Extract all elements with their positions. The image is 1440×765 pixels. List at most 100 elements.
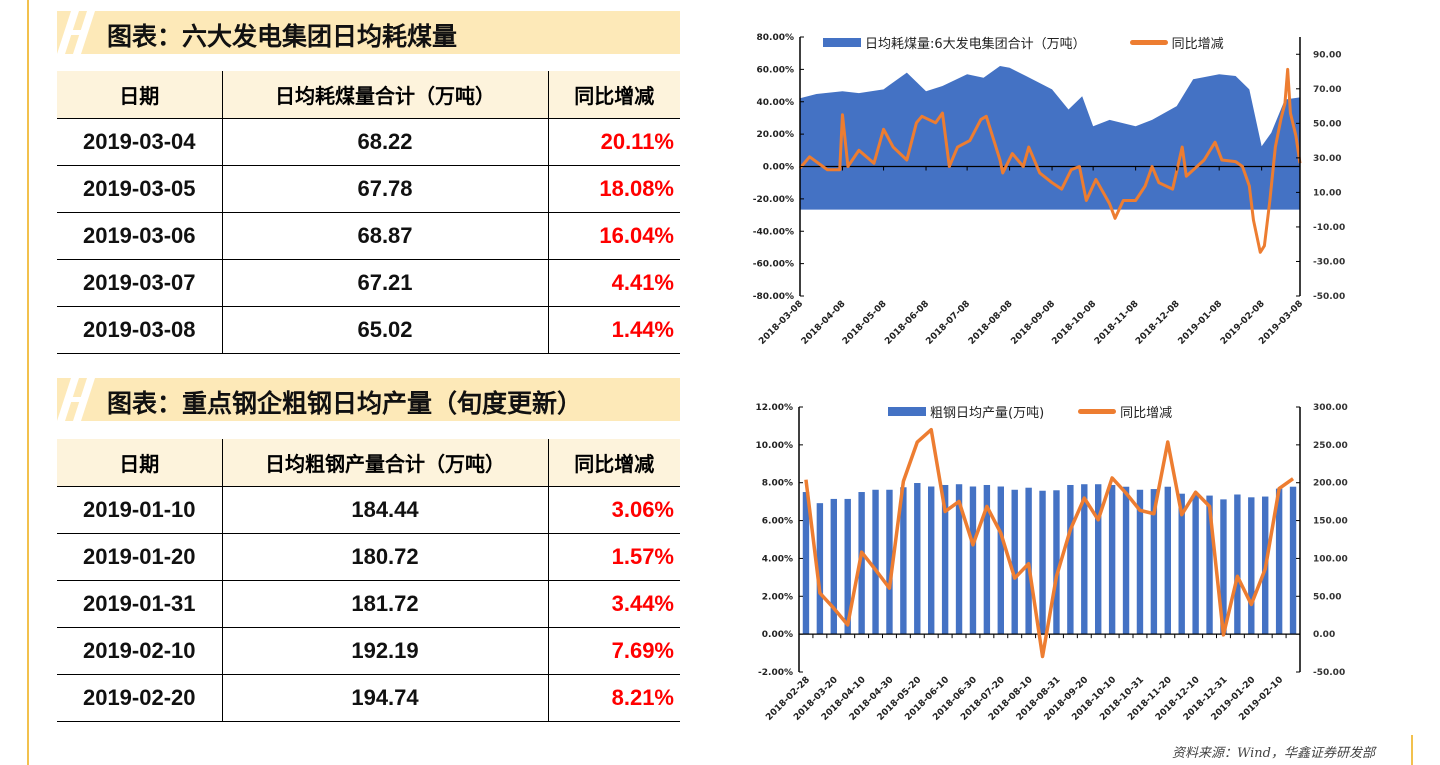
value-cell: 180.72 bbox=[221, 533, 548, 581]
table-row: 2019-03-05 67.78 18.08% bbox=[57, 165, 680, 213]
table-row: 2019-03-06 68.87 16.04% bbox=[57, 212, 680, 260]
chart1-legend: 日均耗煤量:6大发电集团合计（万吨） 同比增减 bbox=[823, 33, 1224, 52]
steel-table: 日期 日均粗钢产量合计（万吨） 同比增减 2019-01-10 184.44 3.0… bbox=[57, 439, 680, 722]
date-cell: 2019-02-20 bbox=[57, 674, 222, 722]
right-tick-label: 0.00 bbox=[1313, 630, 1335, 640]
x-tick-label: 2018-08-08 bbox=[967, 299, 1015, 347]
table-row: 2019-02-20 194.74 8.21% bbox=[57, 674, 680, 722]
yoy-cell: 1.57% bbox=[547, 533, 680, 581]
table-row: 2019-01-31 181.72 3.44% bbox=[57, 580, 680, 628]
table-row: 2019-01-20 180.72 1.57% bbox=[57, 533, 680, 581]
left-tick-label: -2.00% bbox=[758, 668, 793, 678]
right-tick-label: 250.00 bbox=[1313, 441, 1348, 451]
steel-output-bar bbox=[983, 484, 991, 635]
legend-swatch-area bbox=[823, 38, 861, 47]
right-tick-label: 150.00 bbox=[1313, 517, 1348, 527]
right-tick-label: 90.00 bbox=[1313, 50, 1341, 60]
steel-output-bar bbox=[914, 483, 921, 635]
date-cell: 2019-03-04 bbox=[57, 118, 222, 166]
left-tick-label: 10.00% bbox=[756, 441, 794, 451]
yoy-cell: 8.21% bbox=[547, 674, 680, 722]
header-yoy: 同比增减 bbox=[547, 439, 680, 487]
steel-output-bar bbox=[1164, 486, 1171, 635]
legend-swatch-line bbox=[1129, 40, 1168, 45]
right-tick-label: 50.00 bbox=[1313, 119, 1341, 129]
steel-output-bar bbox=[816, 503, 824, 635]
legend-label: 同比增减 bbox=[1171, 37, 1224, 52]
right-tick-label: -50.00 bbox=[1313, 668, 1345, 678]
steel-output-bar bbox=[886, 489, 893, 635]
x-tick-label: 2018-12-08 bbox=[1134, 299, 1182, 347]
left-tick-label: 12.00% bbox=[756, 403, 794, 413]
yoy-cell: 18.08% bbox=[547, 165, 680, 213]
table-header-row: 日期 日均耗煤量合计（万吨） 同比增减 bbox=[57, 71, 680, 119]
chart2-legend: 粗钢日均产量(万吨) 同比增减 bbox=[888, 402, 1172, 421]
steel-output-bar bbox=[844, 498, 851, 635]
steel-output-bar bbox=[1108, 484, 1116, 635]
right-tick-label: -30.00 bbox=[1313, 257, 1345, 267]
date-cell: 2019-01-10 bbox=[57, 486, 222, 534]
x-tick-label: 2019-01-08 bbox=[1177, 299, 1225, 347]
left-tick-label: 8.00% bbox=[762, 479, 793, 489]
left-tick-label: 60.00% bbox=[757, 65, 795, 75]
source-note: 资料来源：Wind，华鑫证券研发部 bbox=[1172, 746, 1375, 761]
date-cell: 2019-01-20 bbox=[57, 533, 222, 581]
steel-output-bar bbox=[1039, 490, 1046, 635]
date-cell: 2019-03-08 bbox=[57, 306, 222, 354]
yoy-cell: 3.44% bbox=[547, 580, 680, 628]
left-tick-label: 2.00% bbox=[762, 592, 793, 602]
steel-output-bar bbox=[928, 486, 935, 635]
steel-output-bar bbox=[1136, 489, 1144, 635]
x-tick-label: 2018-03-08 bbox=[757, 299, 805, 347]
date-cell: 2019-03-07 bbox=[57, 259, 222, 307]
steel-output-bar bbox=[1178, 493, 1185, 635]
legend-label: 粗钢日均产量(万吨) bbox=[930, 406, 1045, 421]
table-header-row: 日期 日均粗钢产量合计（万吨） 同比增减 bbox=[57, 439, 680, 487]
right-tick-label: -50.00 bbox=[1313, 292, 1345, 302]
right-tick-label: 70.00 bbox=[1313, 85, 1341, 95]
section1-title: 图表：六大发电集团日均耗煤量 bbox=[107, 22, 458, 51]
table-row: 2019-01-10 184.44 3.06% bbox=[57, 486, 680, 534]
value-cell: 67.78 bbox=[221, 165, 548, 213]
steel-output-bar bbox=[1025, 487, 1032, 635]
steel-output-bar bbox=[1011, 489, 1018, 635]
left-tick-label: 20.00% bbox=[757, 130, 795, 140]
left-tick-label: -80.00% bbox=[753, 292, 794, 302]
right-tick-label: 10.00 bbox=[1313, 188, 1341, 198]
right-tick-label: 30.00 bbox=[1313, 154, 1341, 164]
header-value: 日均耗煤量合计（万吨） bbox=[221, 71, 548, 119]
value-cell: 65.02 bbox=[221, 306, 548, 354]
table-row: 2019-03-04 68.22 20.11% bbox=[57, 118, 680, 166]
date-cell: 2019-01-31 bbox=[57, 580, 222, 628]
yoy-cell: 4.41% bbox=[547, 259, 680, 307]
left-tick-label: 6.00% bbox=[762, 517, 793, 527]
steel-output-bar bbox=[1053, 490, 1060, 635]
steel-output-bar bbox=[1081, 484, 1088, 635]
yoy-cell: 16.04% bbox=[547, 212, 680, 260]
yoy-cell: 20.11% bbox=[547, 118, 680, 166]
steel-output-bar bbox=[1248, 497, 1255, 635]
steel-output-bar bbox=[1289, 486, 1297, 635]
table-row: 2019-02-10 192.19 7.69% bbox=[57, 627, 680, 675]
steel-output-bar bbox=[1220, 499, 1227, 635]
steel-output-bar bbox=[858, 492, 865, 635]
section1-banner: 图表：六大发电集团日均耗煤量 bbox=[57, 11, 680, 54]
yoy-cell: 7.69% bbox=[547, 627, 680, 675]
banner-logo-icon bbox=[57, 378, 95, 421]
left-tick-label: -60.00% bbox=[753, 260, 794, 270]
section2-banner: 图表：重点钢企粗钢日均产量（旬度更新） bbox=[57, 378, 680, 421]
x-tick-label: 2018-07-08 bbox=[924, 299, 972, 347]
table-row: 2019-03-08 65.02 1.44% bbox=[57, 306, 680, 354]
steel-output-bar bbox=[1122, 486, 1130, 635]
left-tick-label: 0.00% bbox=[762, 630, 793, 640]
steel-output-bar bbox=[941, 484, 949, 635]
right-border-line bbox=[1411, 735, 1413, 765]
steel-output-bar bbox=[969, 486, 977, 635]
left-tick-label: 0.00% bbox=[763, 163, 794, 173]
coal-yoy-line bbox=[798, 67, 1302, 254]
steel-output-bar bbox=[1206, 495, 1213, 635]
steel-output-bar bbox=[1275, 488, 1283, 635]
date-cell: 2019-03-05 bbox=[57, 165, 222, 213]
steel-output-bar bbox=[830, 498, 837, 635]
steel-output-bar bbox=[1234, 494, 1241, 635]
